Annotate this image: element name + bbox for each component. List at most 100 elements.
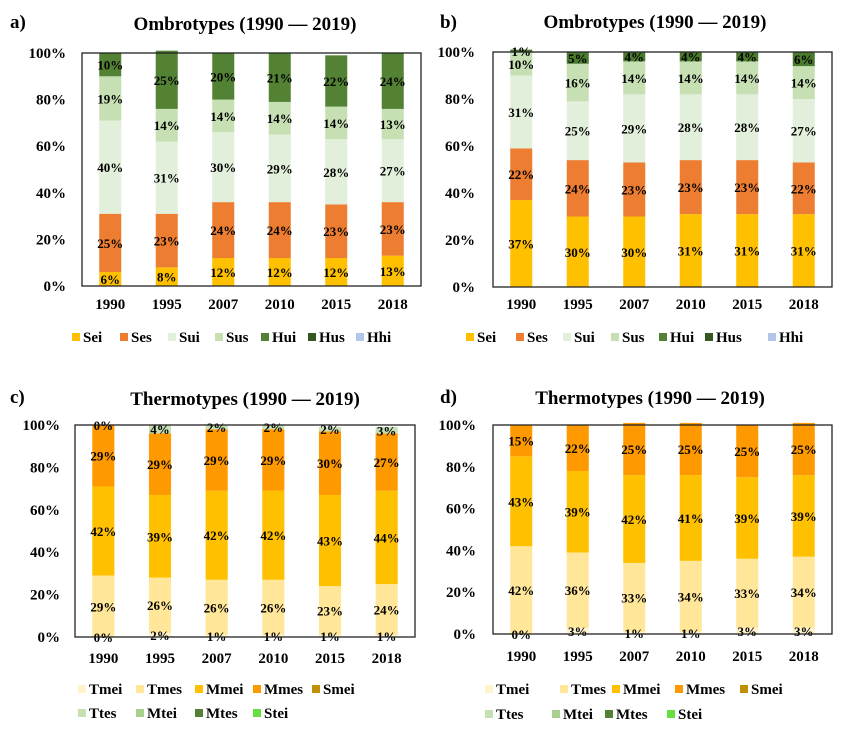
x-tick-label: 2007 bbox=[619, 649, 650, 665]
legend-item-ttes: Ttes bbox=[78, 706, 117, 722]
bar-segment-mmei-1990 bbox=[92, 486, 115, 576]
data-label: 30% bbox=[317, 456, 343, 471]
bar-segment-sei-1995 bbox=[566, 216, 589, 287]
data-label: 42% bbox=[508, 583, 534, 598]
legend-swatch bbox=[675, 685, 683, 693]
bar-segment-tmes-2018 bbox=[375, 584, 398, 635]
y-tick-label: 80% bbox=[446, 460, 476, 476]
data-label: 34% bbox=[678, 589, 704, 604]
data-label: 14% bbox=[323, 116, 349, 131]
bar-segment-sus-1990 bbox=[99, 76, 122, 121]
legend-item-mmes: Mmes bbox=[253, 682, 303, 698]
data-label: 31% bbox=[734, 244, 760, 259]
data-label: 31% bbox=[791, 244, 817, 259]
data-label: 30% bbox=[621, 245, 647, 260]
panel-c-chart: c) Thermotypes (1990 — 2019) 0% 20% 40% 60% 80… bbox=[10, 387, 416, 722]
bar-segment-hui-2007 bbox=[212, 53, 235, 100]
legend-item-hui: Hui bbox=[261, 330, 296, 346]
data-label: 23% bbox=[678, 180, 704, 195]
data-label: 4% bbox=[625, 50, 645, 65]
data-label: 3% bbox=[568, 624, 588, 639]
legend-label: Stei bbox=[678, 707, 702, 723]
data-label: 33% bbox=[734, 586, 760, 601]
bar-segment-sui-1990 bbox=[99, 120, 122, 214]
legend-swatch bbox=[466, 333, 474, 341]
x-tick-label: 2018 bbox=[372, 651, 402, 667]
data-label: 27% bbox=[791, 124, 817, 139]
legend-label: Sui bbox=[574, 330, 595, 346]
plot-frame bbox=[492, 424, 833, 635]
bar-segment-mmes-1990 bbox=[510, 425, 533, 457]
y-tick-label: 60% bbox=[445, 139, 475, 155]
legend-label: Hus bbox=[716, 330, 742, 346]
legend-label: Mtei bbox=[147, 706, 177, 722]
data-label: 2% bbox=[207, 420, 227, 435]
bar-segment-ses-1995 bbox=[155, 213, 178, 268]
bar-segment-tmes-1995 bbox=[566, 552, 589, 628]
plot-frame bbox=[74, 424, 416, 638]
legend-label: Mmei bbox=[206, 682, 243, 698]
data-label: 43% bbox=[317, 534, 343, 549]
legend-swatch bbox=[485, 710, 493, 718]
data-label: 10% bbox=[508, 57, 534, 72]
legend-swatch bbox=[136, 709, 144, 717]
legend-item-mtes: Mtes bbox=[195, 706, 238, 722]
x-tick-label: 1995 bbox=[563, 297, 593, 313]
y-tick-label: 0% bbox=[454, 627, 477, 643]
x-tick-label: 2007 bbox=[202, 651, 233, 667]
bar-segment-hui-1995 bbox=[566, 52, 589, 64]
y-tick-label: 0% bbox=[38, 630, 61, 646]
data-label: 29% bbox=[90, 449, 116, 464]
bar-segment-mmes-2007 bbox=[623, 422, 646, 476]
bar-segment-sus-2018 bbox=[792, 66, 815, 99]
y-tick-label: 20% bbox=[30, 588, 60, 604]
legend-label: Sei bbox=[477, 330, 496, 346]
data-label: 27% bbox=[374, 455, 400, 470]
legend-label: Mtei bbox=[563, 707, 593, 723]
legend-label: Ttes bbox=[496, 707, 524, 723]
y-tick-label: 60% bbox=[36, 139, 66, 155]
data-label: 31% bbox=[154, 171, 180, 186]
x-tick-label: 2007 bbox=[619, 297, 650, 313]
legend-item-hhi: Hhi bbox=[768, 330, 803, 346]
bar-segment-tmei-2015 bbox=[318, 634, 342, 637]
legend: Sei Ses Sui Sus Hui Hus Hhi bbox=[466, 330, 803, 346]
bar-segment-sei-1990 bbox=[99, 272, 122, 286]
legend-swatch bbox=[78, 709, 86, 717]
y-tick-label: 60% bbox=[446, 502, 476, 518]
legend-swatch bbox=[612, 685, 620, 693]
legend-label: Mmes bbox=[264, 682, 303, 698]
data-label: 13% bbox=[380, 117, 406, 132]
bar-segment-hui-2018 bbox=[792, 52, 815, 67]
y-tick-label: 20% bbox=[445, 233, 475, 249]
bar-segment-tmes-2007 bbox=[205, 579, 228, 635]
legend-item-mmei: Mmei bbox=[612, 682, 660, 698]
bar-segment-sei-2018 bbox=[381, 255, 404, 286]
data-label: 26% bbox=[204, 600, 230, 615]
data-label: 14% bbox=[210, 109, 236, 124]
legend-swatch bbox=[740, 685, 748, 693]
legend-swatch bbox=[312, 685, 320, 693]
legend-item-tmes: Tmes bbox=[136, 682, 182, 698]
data-label: 8% bbox=[157, 270, 177, 285]
legend-item-hhi: Hhi bbox=[356, 330, 391, 346]
y-tick-label: 40% bbox=[30, 545, 60, 561]
plot-frame bbox=[81, 52, 422, 287]
legend-label: Tmes bbox=[147, 682, 182, 698]
x-tick-label: 2015 bbox=[732, 649, 762, 665]
data-label: 28% bbox=[323, 165, 349, 180]
legend-label: Hui bbox=[670, 330, 694, 346]
bar-segment-ses-2018 bbox=[792, 162, 815, 215]
bar-segment-tmei-1995 bbox=[566, 627, 589, 634]
data-label: 26% bbox=[147, 598, 173, 613]
data-label: 30% bbox=[210, 160, 236, 175]
legend-swatch bbox=[552, 710, 560, 718]
bar-segment-hui-2018 bbox=[381, 53, 404, 109]
data-label: 34% bbox=[791, 585, 817, 600]
legend-label: Mtes bbox=[206, 706, 238, 722]
legend-swatch bbox=[78, 685, 86, 693]
legend-swatch bbox=[667, 710, 675, 718]
bar-segment-tmes-1995 bbox=[148, 577, 172, 633]
data-label: 12% bbox=[267, 265, 293, 280]
